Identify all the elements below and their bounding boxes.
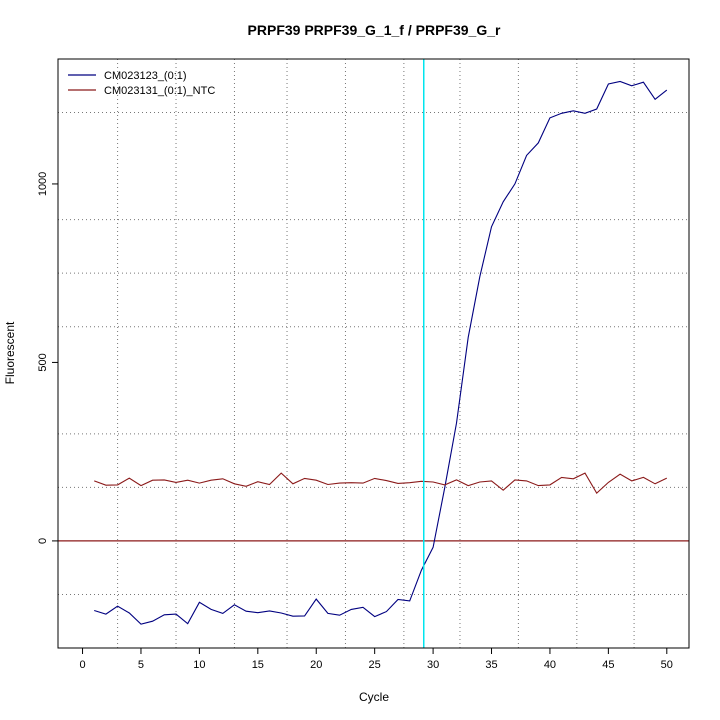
x-tick-label-5: 25 (369, 659, 381, 671)
x-tick-label-9: 45 (602, 659, 614, 671)
x-tick-label-1: 5 (138, 659, 144, 671)
y-tick-label-0: 0 (37, 538, 49, 544)
x-tick-label-6: 30 (427, 659, 439, 671)
y-tick-label-2: 1000 (37, 172, 49, 196)
series-layer (94, 59, 668, 648)
y-tick-label-1: 500 (37, 353, 49, 371)
x-tick-label-10: 50 (661, 659, 673, 671)
x-tick-label-2: 10 (193, 659, 205, 671)
x-tick-label-3: 15 (252, 659, 264, 671)
y-axis: 0 500 1000 (37, 172, 58, 544)
grid-layer (58, 59, 689, 648)
x-tick-label-0: 0 (79, 659, 85, 671)
x-tick-label-7: 35 (485, 659, 497, 671)
x-axis: 0 5 10 15 20 25 30 35 40 45 50 (79, 648, 673, 671)
legend-label-1: CM023131_(0:1)_NTC (104, 85, 215, 97)
x-tick-label-4: 20 (310, 659, 322, 671)
legend: CM023123_(0:1) CM023131_(0:1)_NTC (68, 70, 215, 97)
legend-label-0: CM023123_(0:1) (104, 70, 187, 82)
y-axis-label: Fluorescent (3, 321, 17, 384)
x-axis-label: Cycle (359, 690, 389, 704)
series-line-0 (94, 80, 668, 625)
x-tick-label-8: 40 (544, 659, 556, 671)
series-line-1 (94, 472, 668, 494)
chart-title: PRPF39 PRPF39_G_1_f / PRPF39_G_r (248, 22, 501, 38)
plot-frame (57, 58, 690, 649)
